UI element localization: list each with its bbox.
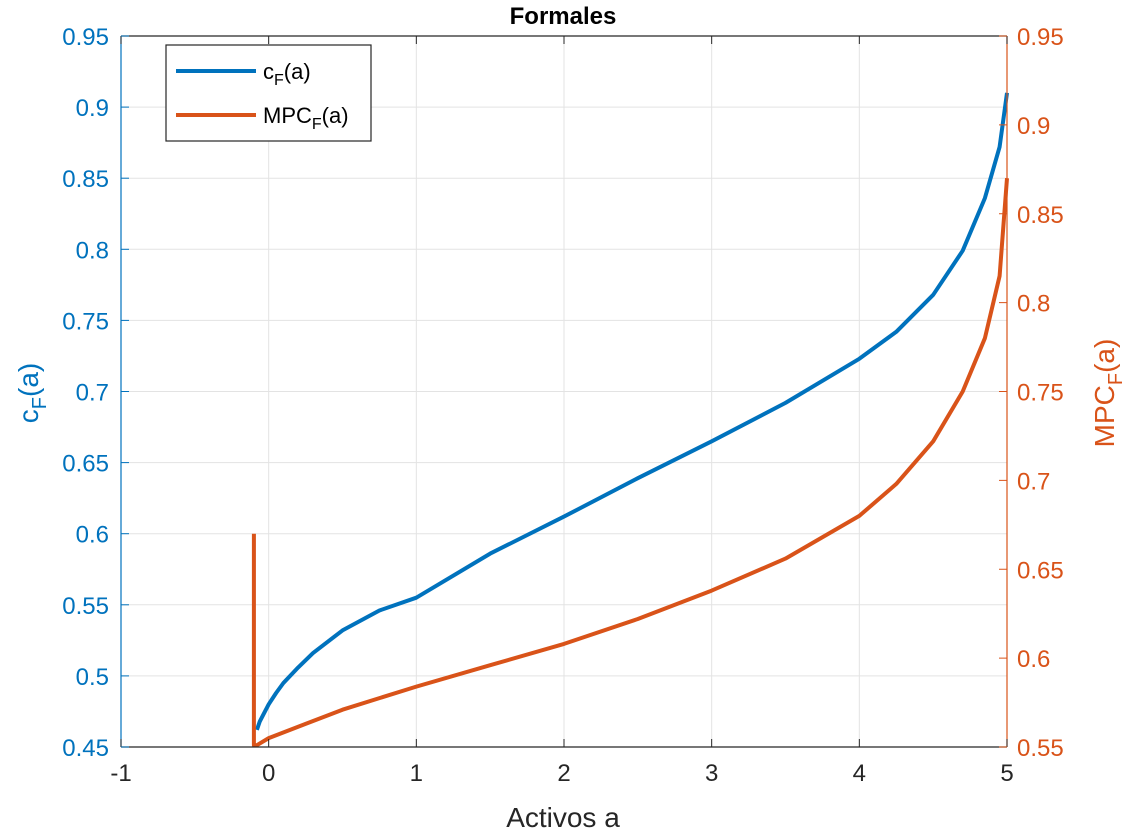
svg-text:cF(a): cF(a) (13, 363, 51, 423)
legend-box (165, 44, 372, 142)
series-line-c (255, 92, 1009, 731)
y-right-label-main: MPC (1089, 385, 1120, 447)
y-left-label-main: c (13, 409, 44, 423)
legend-entry-mpc: MPCF(a) (263, 103, 349, 133)
x-tick-label: 3 (705, 760, 718, 787)
x-tick-label: 1 (410, 760, 423, 787)
y-left-tick-label: 0.6 (76, 522, 109, 549)
y-right-tick-label: 0.9 (1017, 113, 1050, 140)
y-left-tick-label: 0.8 (76, 237, 109, 264)
x-tick-label: 5 (1000, 760, 1013, 787)
y-axis-right-label: MPCF(a) (1089, 339, 1127, 448)
y-left-tick-label: 0.85 (62, 166, 109, 193)
y-right-tick-label: 0.8 (1017, 291, 1050, 318)
y-left-label-sub: F (29, 397, 51, 409)
x-tick-label: 0 (262, 760, 275, 787)
y-right-label-tail: (a) (1089, 339, 1120, 373)
y-right-tick-label: 0.7 (1017, 468, 1050, 495)
svg-text:MPCF(a): MPCF(a) (1089, 339, 1127, 448)
y-right-tick-label: 0.55 (1017, 735, 1064, 762)
y-right-tick-label: 0.65 (1017, 557, 1064, 584)
y-left-tick-label: 0.75 (62, 308, 109, 335)
y-left-tick-label: 0.7 (76, 380, 109, 407)
x-tick-label: -1 (110, 760, 131, 787)
ticks: -1 0 1 2 3 4 5 0.45 0.5 0.55 0.6 0.65 0.7 0.75 0.8 0.85… (62, 24, 1063, 787)
legend-mpc-main: MPC (263, 103, 312, 128)
legend-entry-c: cF(a) (263, 59, 311, 89)
x-tick-label: 2 (557, 760, 570, 787)
series-line-mpc (251, 178, 1009, 748)
y-right-tick-label: 0.6 (1017, 646, 1050, 673)
y-right-tick-label: 0.95 (1017, 24, 1064, 51)
y-left-label-tail: (a) (13, 363, 44, 397)
y-right-tick-label: 0.85 (1017, 202, 1064, 229)
series-layer (251, 92, 1009, 748)
y-left-tick-label: 0.95 (62, 24, 109, 51)
y-right-tick-label: 0.75 (1017, 380, 1064, 407)
legend-mpc-tail: (a) (322, 103, 349, 128)
y-left-tick-label: 0.55 (62, 593, 109, 620)
x-axis-label: Activos a (506, 802, 620, 831)
y-left-tick-label: 0.45 (62, 735, 109, 762)
legend-mpc-sub: F (312, 116, 322, 133)
legend-c-tail: (a) (284, 59, 311, 84)
y-axis-left-label: cF(a) (13, 363, 51, 423)
legend-c-sub: F (274, 72, 284, 89)
y-right-label-sub: F (1105, 373, 1127, 385)
legend: cF(a) MPCF(a) (165, 44, 372, 142)
chart-title: Formales (510, 3, 617, 30)
y-left-tick-label: 0.9 (76, 95, 109, 122)
y-left-tick-label: 0.65 (62, 451, 109, 478)
legend-c-main: c (263, 59, 274, 84)
y-left-tick-label: 0.5 (76, 664, 109, 691)
x-tick-label: 4 (853, 760, 866, 787)
grid (121, 36, 1007, 747)
